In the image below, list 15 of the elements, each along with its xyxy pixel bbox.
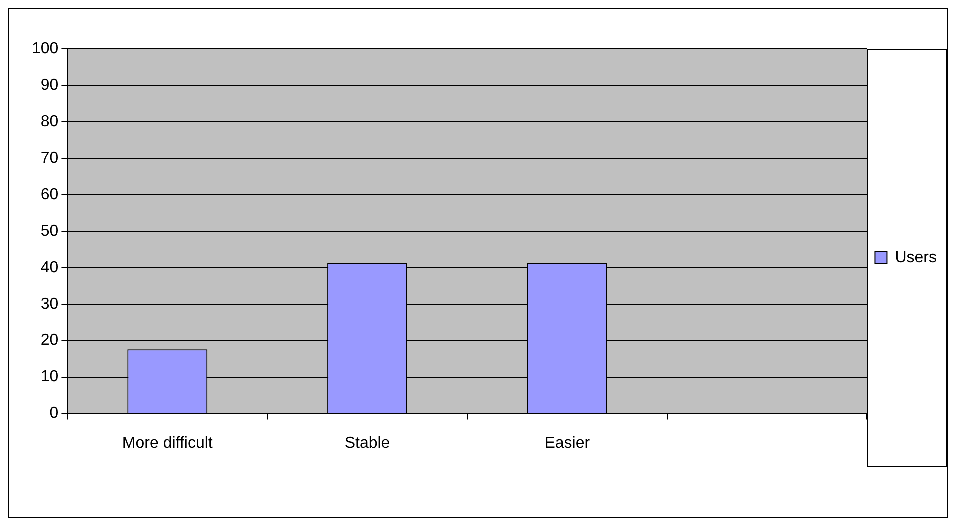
y-tick-label: 90 <box>40 76 59 94</box>
y-tick-label: 60 <box>40 186 59 204</box>
x-tick-label: More difficult <box>122 434 214 452</box>
y-tick-label: 100 <box>32 40 59 58</box>
legend-label: Users <box>895 249 937 266</box>
y-tick-label: 70 <box>40 150 59 167</box>
y-tick-label: 30 <box>40 296 59 313</box>
x-tick-label: Stable <box>344 434 390 452</box>
x-tick-label: Easier <box>544 434 591 452</box>
y-tick-label: 80 <box>40 113 59 130</box>
y-tick-label: 10 <box>40 368 59 386</box>
y-tick-label: 20 <box>40 332 59 350</box>
y-tick-label: 40 <box>40 259 59 276</box>
y-tick-label: 50 <box>40 222 59 240</box>
y-tick-label: 0 <box>50 405 59 422</box>
